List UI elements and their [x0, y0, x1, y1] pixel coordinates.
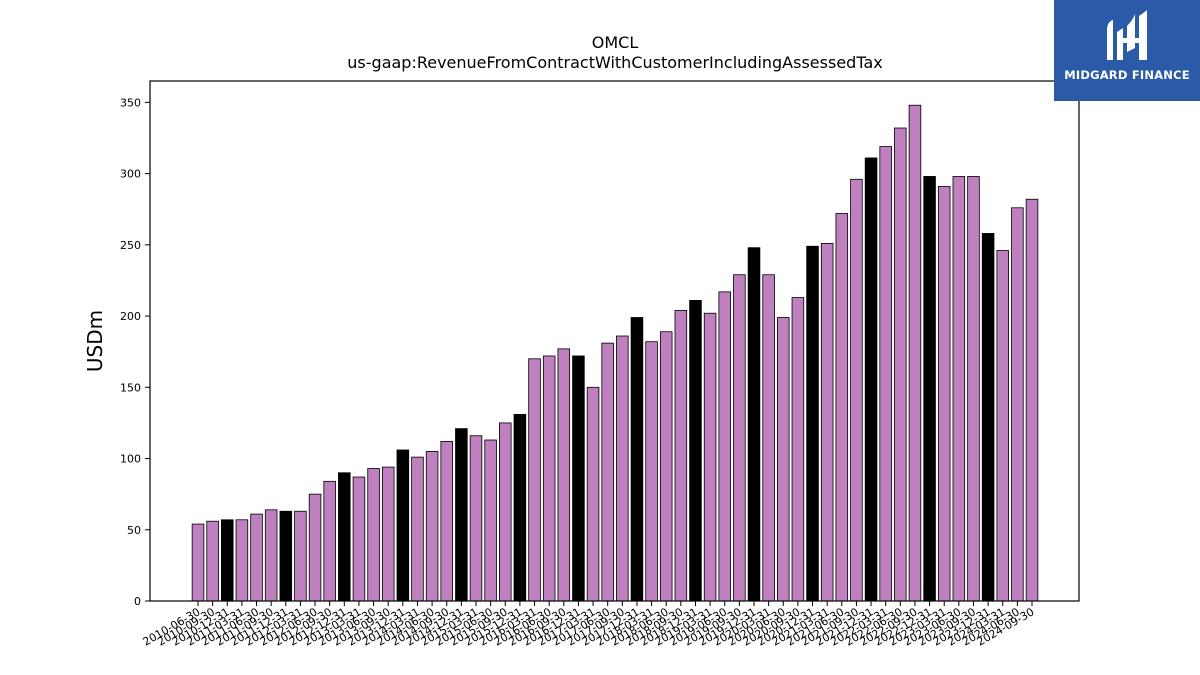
bar-2019-09-30 — [733, 274, 746, 602]
bar-2013-03-31 — [352, 476, 366, 602]
bar-2023-03-31 — [937, 186, 951, 602]
bar-2014-06-30 — [425, 451, 439, 602]
bar-2022-09-30 — [908, 104, 922, 602]
bar-2019-03-31 — [703, 312, 717, 602]
bar-2021-12-31 — [864, 157, 878, 602]
bar-2012-09-30 — [323, 480, 336, 602]
y-tick-label: 0 — [134, 595, 141, 608]
bar-2018-06-30 — [659, 331, 673, 602]
bar-2013-12-31 — [396, 449, 410, 602]
bar-2017-03-31 — [586, 386, 600, 602]
bar-2023-12-31 — [981, 233, 995, 602]
bar-2010-09-30 — [206, 520, 219, 602]
bar-2018-12-31 — [689, 299, 702, 602]
bar-2018-03-31 — [645, 341, 658, 602]
brand-logo: MIDGARD FINANCE — [1054, 0, 1200, 101]
bar-2011-03-31 — [235, 519, 249, 602]
bar-2015-12-31 — [513, 413, 527, 602]
bar-2017-06-30 — [601, 342, 614, 602]
bar-2021-03-31 — [820, 243, 834, 602]
plot-frame — [149, 80, 1080, 602]
y-axis-label: USDm — [83, 310, 107, 372]
chart-subtitle: us-gaap:RevenueFromContractWithCustomerI… — [347, 53, 882, 72]
bar-2024-06-30 — [1011, 207, 1024, 602]
bar-2021-09-30 — [850, 178, 863, 602]
bar-2019-06-30 — [718, 291, 731, 602]
bar-2017-12-31 — [630, 317, 644, 602]
bar-2022-03-31 — [879, 146, 892, 602]
bar-2022-06-30 — [894, 127, 907, 602]
y-tick-label: 100 — [120, 453, 141, 466]
y-tick-label: 50 — [127, 524, 141, 537]
bar-2016-03-31 — [528, 358, 541, 602]
y-tick-label: 150 — [120, 381, 141, 394]
bar-2011-09-30 — [264, 509, 278, 602]
bar-2020-09-30 — [791, 297, 805, 602]
bar-2019-12-31 — [747, 247, 761, 602]
y-tick-label: 350 — [120, 96, 141, 109]
bars-group — [191, 104, 1039, 602]
y-tick-label: 300 — [120, 168, 141, 181]
bar-2024-09-30 — [1025, 198, 1039, 602]
bar-2016-12-31 — [572, 355, 585, 602]
bar-2012-06-30 — [308, 493, 322, 602]
bar-2015-06-30 — [484, 439, 497, 602]
brand-name: MIDGARD FINANCE — [1064, 68, 1190, 82]
bar-2011-06-30 — [250, 513, 263, 602]
bar-2021-06-30 — [835, 213, 849, 602]
bar-2013-06-30 — [367, 468, 380, 602]
bar-2016-09-30 — [557, 348, 571, 602]
midgard-logo-icon — [1107, 10, 1147, 60]
bar-2023-09-30 — [967, 176, 980, 602]
bar-2012-12-31 — [338, 472, 351, 602]
y-axis: 0 50 100 150 200 250 300 350 — [120, 96, 150, 608]
bar-2020-03-31 — [762, 274, 775, 602]
x-axis: 2010-06-302010-09-302010-12-312011-03-31… — [141, 601, 1037, 649]
bar-2024-03-31 — [996, 250, 1009, 602]
bar-2018-09-30 — [674, 309, 688, 602]
y-tick-label: 250 — [120, 239, 141, 252]
y-tick-label: 200 — [120, 310, 141, 323]
bar-2020-12-31 — [806, 245, 819, 602]
chart-title: OMCL — [592, 33, 639, 52]
bar-2015-09-30 — [499, 422, 512, 602]
bar-2016-06-30 — [542, 355, 556, 602]
bar-2014-09-30 — [440, 441, 453, 602]
bar-2012-03-31 — [294, 510, 307, 602]
bar-2023-06-30 — [952, 176, 966, 602]
bar-2020-06-30 — [777, 317, 790, 602]
bar-2011-12-31 — [279, 510, 293, 602]
bar-2010-12-31 — [221, 519, 234, 602]
bar-2022-12-31 — [923, 176, 936, 602]
bar-2014-12-31 — [455, 428, 468, 602]
bar-2013-09-30 — [381, 466, 395, 602]
bar-2010-06-30 — [191, 523, 205, 602]
bar-2017-09-30 — [616, 335, 629, 602]
bar-2014-03-31 — [411, 456, 424, 602]
bar-2015-03-31 — [469, 435, 483, 602]
